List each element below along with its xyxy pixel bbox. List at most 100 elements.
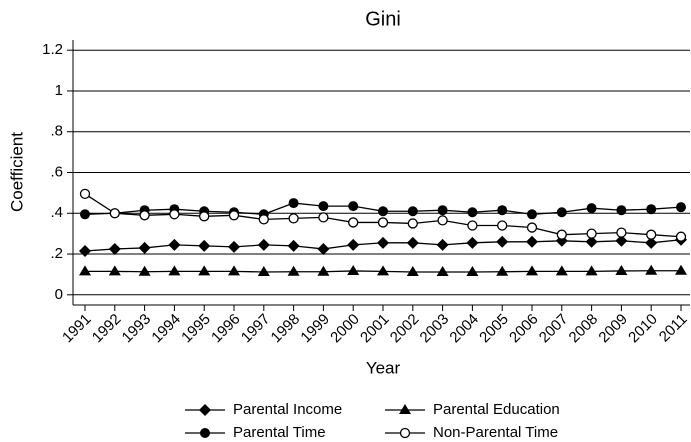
x-tick-label: 1998 — [268, 311, 304, 347]
y-tick-label: .8 — [50, 123, 63, 140]
data-point — [526, 222, 538, 233]
legend-marker — [200, 428, 210, 438]
data-point — [139, 210, 150, 221]
data-point — [318, 212, 329, 223]
y-tick-label: .6 — [50, 163, 63, 180]
data-point — [168, 238, 181, 251]
data-point — [406, 236, 419, 249]
data-point — [466, 265, 479, 276]
x-tick-label: 1995 — [178, 311, 214, 347]
x-tick-label: 1991 — [59, 311, 95, 347]
x-tick-label: 1993 — [119, 311, 155, 347]
data-point — [527, 209, 537, 220]
data-point — [288, 213, 299, 224]
y-tick-label: .2 — [50, 245, 63, 262]
data-point — [586, 228, 597, 239]
data-point — [199, 211, 210, 222]
data-point — [79, 244, 91, 257]
data-point — [585, 265, 598, 276]
x-tick-label: 2004 — [446, 311, 482, 347]
data-point — [377, 265, 389, 276]
data-point — [168, 265, 181, 276]
data-point — [79, 265, 91, 276]
data-point — [496, 235, 509, 248]
data-point — [317, 242, 330, 255]
data-point — [317, 265, 330, 276]
y-tick-label: .4 — [50, 204, 63, 221]
data-point — [348, 201, 359, 212]
data-point — [526, 265, 538, 276]
data-point — [437, 205, 448, 216]
y-axis-label: Coefficient — [7, 132, 26, 212]
y-tick-label: 1.2 — [42, 41, 63, 58]
data-point — [407, 206, 418, 217]
y-tick-label: 1 — [55, 82, 63, 99]
legend-marker — [399, 427, 411, 439]
data-point — [108, 242, 121, 255]
data-point — [377, 236, 389, 249]
data-point — [645, 236, 658, 249]
data-point — [287, 265, 300, 276]
data-point — [675, 264, 687, 275]
x-tick-label: 1992 — [89, 311, 125, 347]
legend-label: Parental Income — [233, 401, 342, 418]
data-point — [556, 207, 567, 218]
data-point — [347, 238, 360, 251]
data-point — [526, 235, 538, 248]
data-point — [645, 264, 658, 275]
data-point — [497, 205, 508, 216]
data-point — [318, 201, 329, 212]
x-tick-label: 1994 — [148, 311, 184, 347]
x-axis-label: Year — [366, 358, 401, 377]
x-tick-label: 2008 — [566, 311, 602, 347]
data-point — [555, 265, 568, 276]
data-point — [198, 265, 211, 276]
data-point — [616, 227, 627, 238]
data-point — [257, 238, 270, 251]
data-point — [80, 209, 90, 220]
data-point — [228, 265, 240, 276]
data-point — [348, 217, 359, 228]
data-point — [466, 236, 479, 249]
data-point — [79, 188, 91, 200]
legend-marker — [399, 404, 411, 414]
data-point — [676, 202, 686, 213]
data-point — [258, 214, 269, 225]
chart-title: Gini — [365, 8, 401, 30]
x-tick-label: 2003 — [417, 311, 453, 347]
data-point — [407, 218, 418, 229]
data-point — [288, 198, 299, 209]
data-point — [467, 207, 478, 218]
x-tick-label: 2009 — [595, 311, 631, 347]
data-point — [586, 203, 597, 214]
data-point — [169, 209, 180, 220]
data-point — [378, 206, 388, 217]
data-point — [616, 205, 627, 216]
x-tick-label: 1999 — [297, 311, 333, 347]
data-point — [138, 265, 151, 276]
data-point — [646, 229, 657, 240]
data-point — [496, 265, 509, 276]
data-point — [436, 265, 449, 276]
legend-label: Parental Time — [233, 424, 326, 441]
x-tick-label: 2010 — [625, 311, 661, 347]
data-point — [377, 217, 389, 228]
data-point — [615, 234, 628, 247]
x-tick-label: 2001 — [357, 311, 393, 347]
data-point — [287, 239, 300, 252]
data-point — [436, 238, 449, 251]
x-tick-label: 1996 — [208, 311, 244, 347]
x-tick-label: 2000 — [327, 311, 363, 347]
x-tick-label: 2007 — [536, 311, 572, 347]
legend-label: Parental Education — [433, 401, 560, 418]
data-point — [556, 229, 567, 240]
x-tick-label: 2002 — [387, 311, 423, 347]
data-point — [228, 210, 240, 221]
data-point — [585, 235, 598, 248]
y-tick-label: 0 — [55, 286, 63, 303]
data-point — [198, 239, 211, 252]
data-point — [437, 215, 448, 226]
data-point — [108, 265, 121, 276]
data-point — [138, 241, 151, 254]
